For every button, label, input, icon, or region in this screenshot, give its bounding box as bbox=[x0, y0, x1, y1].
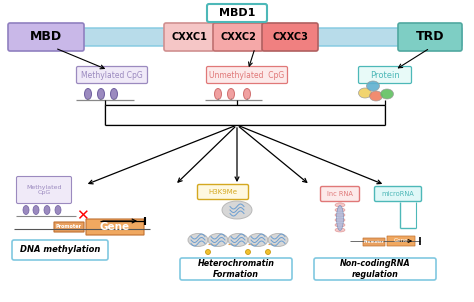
Ellipse shape bbox=[335, 198, 345, 202]
Text: microRNA: microRNA bbox=[382, 191, 414, 197]
Ellipse shape bbox=[358, 88, 372, 98]
Ellipse shape bbox=[335, 203, 345, 207]
Ellipse shape bbox=[208, 233, 228, 246]
Ellipse shape bbox=[366, 81, 380, 91]
Text: MBD1: MBD1 bbox=[219, 8, 255, 18]
Text: Non-codingRNA
regulation: Non-codingRNA regulation bbox=[340, 259, 410, 279]
Ellipse shape bbox=[44, 205, 50, 214]
Text: MBD: MBD bbox=[30, 31, 62, 43]
FancyBboxPatch shape bbox=[374, 187, 421, 201]
Text: DNA methylation: DNA methylation bbox=[20, 246, 100, 255]
FancyBboxPatch shape bbox=[363, 238, 385, 246]
Text: ✕: ✕ bbox=[76, 208, 88, 223]
FancyBboxPatch shape bbox=[358, 66, 411, 83]
FancyBboxPatch shape bbox=[207, 4, 267, 22]
FancyBboxPatch shape bbox=[105, 105, 385, 125]
Ellipse shape bbox=[98, 88, 104, 99]
FancyBboxPatch shape bbox=[164, 23, 214, 51]
Ellipse shape bbox=[248, 233, 268, 246]
Text: Gene: Gene bbox=[394, 239, 408, 243]
Ellipse shape bbox=[55, 205, 61, 214]
FancyBboxPatch shape bbox=[314, 258, 436, 280]
FancyBboxPatch shape bbox=[198, 185, 248, 200]
Ellipse shape bbox=[23, 205, 29, 214]
FancyBboxPatch shape bbox=[54, 222, 84, 232]
FancyBboxPatch shape bbox=[8, 23, 84, 51]
Ellipse shape bbox=[337, 205, 344, 230]
Ellipse shape bbox=[265, 249, 271, 255]
FancyBboxPatch shape bbox=[17, 176, 72, 204]
Text: CXXC2: CXXC2 bbox=[220, 32, 256, 42]
Ellipse shape bbox=[228, 88, 235, 99]
FancyBboxPatch shape bbox=[76, 66, 147, 83]
FancyBboxPatch shape bbox=[86, 219, 144, 235]
Ellipse shape bbox=[268, 233, 288, 246]
Text: TRD: TRD bbox=[416, 31, 444, 43]
Text: Promoter: Promoter bbox=[364, 240, 384, 244]
Text: H3K9Me: H3K9Me bbox=[209, 189, 237, 195]
Text: Methylated
CpG: Methylated CpG bbox=[26, 185, 62, 195]
Ellipse shape bbox=[222, 201, 252, 219]
Text: lnc RNA: lnc RNA bbox=[327, 191, 353, 197]
Ellipse shape bbox=[188, 233, 208, 246]
FancyBboxPatch shape bbox=[207, 66, 288, 83]
Ellipse shape bbox=[215, 88, 221, 99]
Text: Heterochromatin
Formation: Heterochromatin Formation bbox=[198, 259, 274, 279]
FancyBboxPatch shape bbox=[180, 258, 292, 280]
Ellipse shape bbox=[335, 218, 345, 222]
FancyBboxPatch shape bbox=[398, 23, 462, 51]
Ellipse shape bbox=[370, 91, 383, 101]
Ellipse shape bbox=[335, 213, 345, 217]
Ellipse shape bbox=[335, 223, 345, 227]
FancyBboxPatch shape bbox=[213, 23, 263, 51]
Text: Protein: Protein bbox=[370, 70, 400, 79]
FancyBboxPatch shape bbox=[12, 28, 462, 46]
Ellipse shape bbox=[381, 89, 393, 99]
Ellipse shape bbox=[244, 88, 250, 99]
Ellipse shape bbox=[206, 249, 210, 255]
Ellipse shape bbox=[110, 88, 118, 99]
FancyBboxPatch shape bbox=[387, 236, 415, 246]
Text: Gene: Gene bbox=[100, 222, 130, 232]
FancyBboxPatch shape bbox=[12, 240, 108, 260]
Ellipse shape bbox=[246, 249, 250, 255]
Text: CXXC1: CXXC1 bbox=[171, 32, 207, 42]
Text: CXXC3: CXXC3 bbox=[272, 32, 308, 42]
Ellipse shape bbox=[228, 233, 248, 246]
Ellipse shape bbox=[335, 228, 345, 232]
FancyBboxPatch shape bbox=[262, 23, 318, 51]
Text: Promoter: Promoter bbox=[56, 224, 82, 230]
Text: Unmethylated  CpG: Unmethylated CpG bbox=[210, 70, 284, 79]
Text: Methylated CpG: Methylated CpG bbox=[81, 70, 143, 79]
Ellipse shape bbox=[335, 208, 345, 212]
Ellipse shape bbox=[33, 205, 39, 214]
Ellipse shape bbox=[84, 88, 91, 99]
FancyBboxPatch shape bbox=[320, 187, 359, 201]
